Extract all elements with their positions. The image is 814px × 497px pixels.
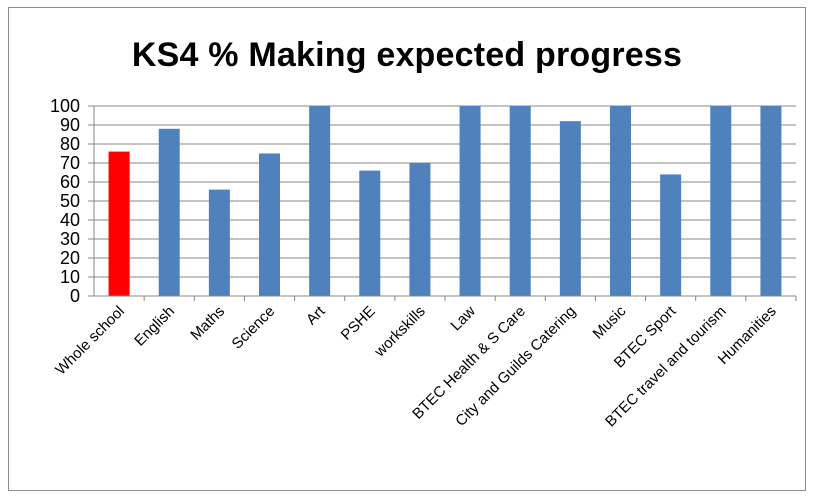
x-category-label: Maths — [187, 303, 228, 344]
bar-pshe — [359, 170, 381, 296]
bar-btec-health-s-care — [509, 106, 531, 296]
y-tick-label: 50 — [60, 191, 80, 211]
x-category-label: English — [131, 303, 178, 350]
y-tick-label: 40 — [60, 210, 80, 230]
x-category-label: Science — [229, 303, 279, 353]
x-category-labels: Whole school English Maths Science Art PSHEwo… — [52, 302, 780, 430]
bars — [108, 106, 782, 296]
y-tick-label: 90 — [60, 115, 80, 135]
chart-title: KS4 % Making expected progress — [131, 36, 683, 74]
bar-btec-sport — [660, 174, 682, 296]
bar-humanities — [760, 106, 782, 296]
y-tick-label: 80 — [60, 134, 80, 154]
bar-maths — [208, 189, 230, 296]
x-category-label: workskills — [371, 303, 429, 361]
bar-btec-travel-and-tourism — [710, 106, 732, 296]
bar-science — [259, 153, 280, 296]
x-category-label: Music — [590, 302, 630, 342]
bar-city-and-guilds-catering — [559, 121, 581, 296]
y-tick-label: 0 — [70, 286, 80, 306]
gridlines — [94, 105, 796, 278]
bar-english — [158, 128, 180, 296]
bar-art — [309, 106, 331, 296]
x-category-label: Art — [303, 302, 329, 328]
y-tick-label: 30 — [60, 229, 80, 249]
bar-law — [459, 106, 481, 296]
y-tick-label: 100 — [50, 96, 80, 116]
x-category-label: Law — [447, 303, 479, 335]
x-category-label: Whole school — [52, 303, 128, 379]
bar-workskills — [409, 163, 431, 296]
axes — [88, 105, 797, 301]
y-tick-label: 70 — [60, 153, 80, 173]
y-tick-label: 60 — [60, 172, 80, 192]
x-category-label: PSHE — [338, 303, 379, 344]
y-tick-label: 10 — [60, 267, 80, 287]
bar-whole-school — [108, 151, 130, 296]
bar-music — [610, 106, 631, 296]
y-tick-label: 20 — [60, 248, 80, 268]
